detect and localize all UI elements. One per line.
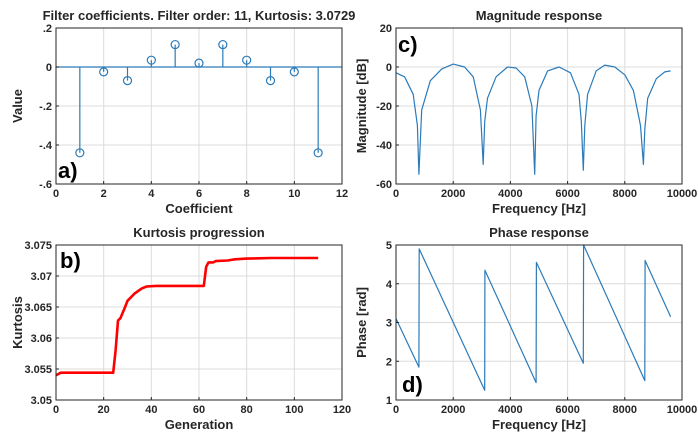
x-tick-label: 4000 bbox=[498, 188, 522, 200]
x-tick-label: 6000 bbox=[555, 404, 579, 416]
stem-marker bbox=[265, 76, 276, 86]
x-tick-label: 10000 bbox=[667, 404, 698, 416]
stem-marker bbox=[218, 39, 228, 50]
panel-letter: c) bbox=[398, 32, 418, 57]
stem-marker bbox=[75, 148, 85, 158]
stem-marker bbox=[289, 67, 299, 77]
x-tick-label: 0 bbox=[53, 404, 59, 416]
y-tick-label: -20 bbox=[376, 101, 392, 113]
panel-letter: a) bbox=[58, 158, 78, 183]
y-tick-label: -60 bbox=[376, 179, 392, 191]
panel-d-phase-response: 0 2000 4000 6000 8000 10000 1 2 3 4 5 Phase respons… bbox=[354, 225, 697, 432]
y-tick-label: 3 bbox=[386, 318, 392, 330]
y-axis-label: Magnitude [dB] bbox=[354, 59, 369, 154]
y-tick-label: 20 bbox=[380, 23, 392, 35]
x-tick-label: 40 bbox=[145, 404, 157, 416]
x-tick-label: 8 bbox=[244, 188, 250, 200]
y-tick-label: 3.075 bbox=[24, 240, 52, 252]
x-axis-label: Coefficient bbox=[165, 201, 233, 216]
x-axis-label: Frequency [Hz] bbox=[492, 417, 586, 432]
y-tick-label: 3.05 bbox=[31, 395, 52, 407]
y-tick-label: 0 bbox=[386, 62, 392, 74]
stem-marker bbox=[146, 55, 156, 65]
stem-marker bbox=[242, 55, 252, 65]
stem-marker bbox=[99, 67, 109, 77]
panel-b-kurtosis-progression: 0 20 40 60 80 100 120 3.05 3.055 3.06 3.065 3.07 3.0… bbox=[10, 225, 351, 432]
x-tick-label: 10 bbox=[288, 188, 300, 200]
panel-c-magnitude-response: 0 2000 4000 6000 8000 10000 -60 -40 -20 0 20 Magnit… bbox=[354, 8, 697, 216]
chart-title: Magnitude response bbox=[476, 8, 602, 23]
y-tick-label: -.4 bbox=[39, 140, 53, 152]
y-tick-label: 2 bbox=[386, 356, 392, 368]
x-tick-label: 6000 bbox=[555, 188, 579, 200]
x-tick-label: 2000 bbox=[441, 188, 465, 200]
y-tick-label: .2 bbox=[43, 23, 52, 35]
y-tick-label: -40 bbox=[376, 140, 392, 152]
chart-title: Phase response bbox=[489, 225, 589, 240]
panel-letter: d) bbox=[402, 372, 423, 397]
x-tick-label: 100 bbox=[285, 404, 303, 416]
x-tick-label: 6 bbox=[196, 188, 202, 200]
y-tick-label: 4 bbox=[386, 279, 393, 291]
x-tick-label: 4000 bbox=[498, 404, 522, 416]
y-axis-label: Value bbox=[10, 89, 25, 123]
stem-marker bbox=[170, 39, 180, 50]
y-tick-label: 0 bbox=[46, 62, 52, 74]
y-tick-label: 3.055 bbox=[24, 364, 52, 376]
stem-marker bbox=[122, 76, 133, 86]
y-axis-label: Kurtosis bbox=[10, 296, 25, 349]
x-tick-label: 80 bbox=[241, 404, 253, 416]
stem-marker bbox=[194, 58, 204, 68]
y-axis-label: Phase [rad] bbox=[354, 287, 369, 358]
x-tick-label: 0 bbox=[393, 404, 399, 416]
y-tick-label: 3.07 bbox=[31, 271, 52, 283]
y-tick-label: 1 bbox=[386, 395, 392, 407]
y-tick-label: 3.06 bbox=[31, 333, 52, 345]
x-axis-label: Frequency [Hz] bbox=[492, 201, 586, 216]
series-line bbox=[395, 244, 672, 391]
x-tick-label: 4 bbox=[148, 188, 155, 200]
x-tick-label: 60 bbox=[193, 404, 205, 416]
x-tick-label: 12 bbox=[336, 188, 348, 200]
y-tick-label: -.2 bbox=[39, 101, 52, 113]
x-tick-label: 8000 bbox=[613, 188, 637, 200]
x-tick-label: 8000 bbox=[613, 404, 637, 416]
x-tick-label: 0 bbox=[393, 188, 399, 200]
x-axis-label: Generation bbox=[165, 417, 234, 432]
chart-title: Filter coefficients. Filter order: 11, K… bbox=[43, 8, 356, 23]
chart-title: Kurtosis progression bbox=[133, 225, 265, 240]
y-tick-label: 3.065 bbox=[24, 302, 52, 314]
x-tick-label: 0 bbox=[53, 188, 59, 200]
y-tick-label: 5 bbox=[386, 240, 392, 252]
x-tick-label: 20 bbox=[98, 404, 110, 416]
x-tick-label: 10000 bbox=[667, 188, 698, 200]
stem-marker bbox=[313, 148, 323, 158]
panel-letter: b) bbox=[60, 248, 81, 273]
x-tick-label: 2 bbox=[101, 188, 107, 200]
series-line bbox=[55, 256, 319, 377]
x-tick-label: 2000 bbox=[441, 404, 465, 416]
y-tick-label: -.6 bbox=[39, 179, 52, 191]
x-tick-label: 120 bbox=[333, 404, 351, 416]
series-line bbox=[395, 63, 671, 175]
